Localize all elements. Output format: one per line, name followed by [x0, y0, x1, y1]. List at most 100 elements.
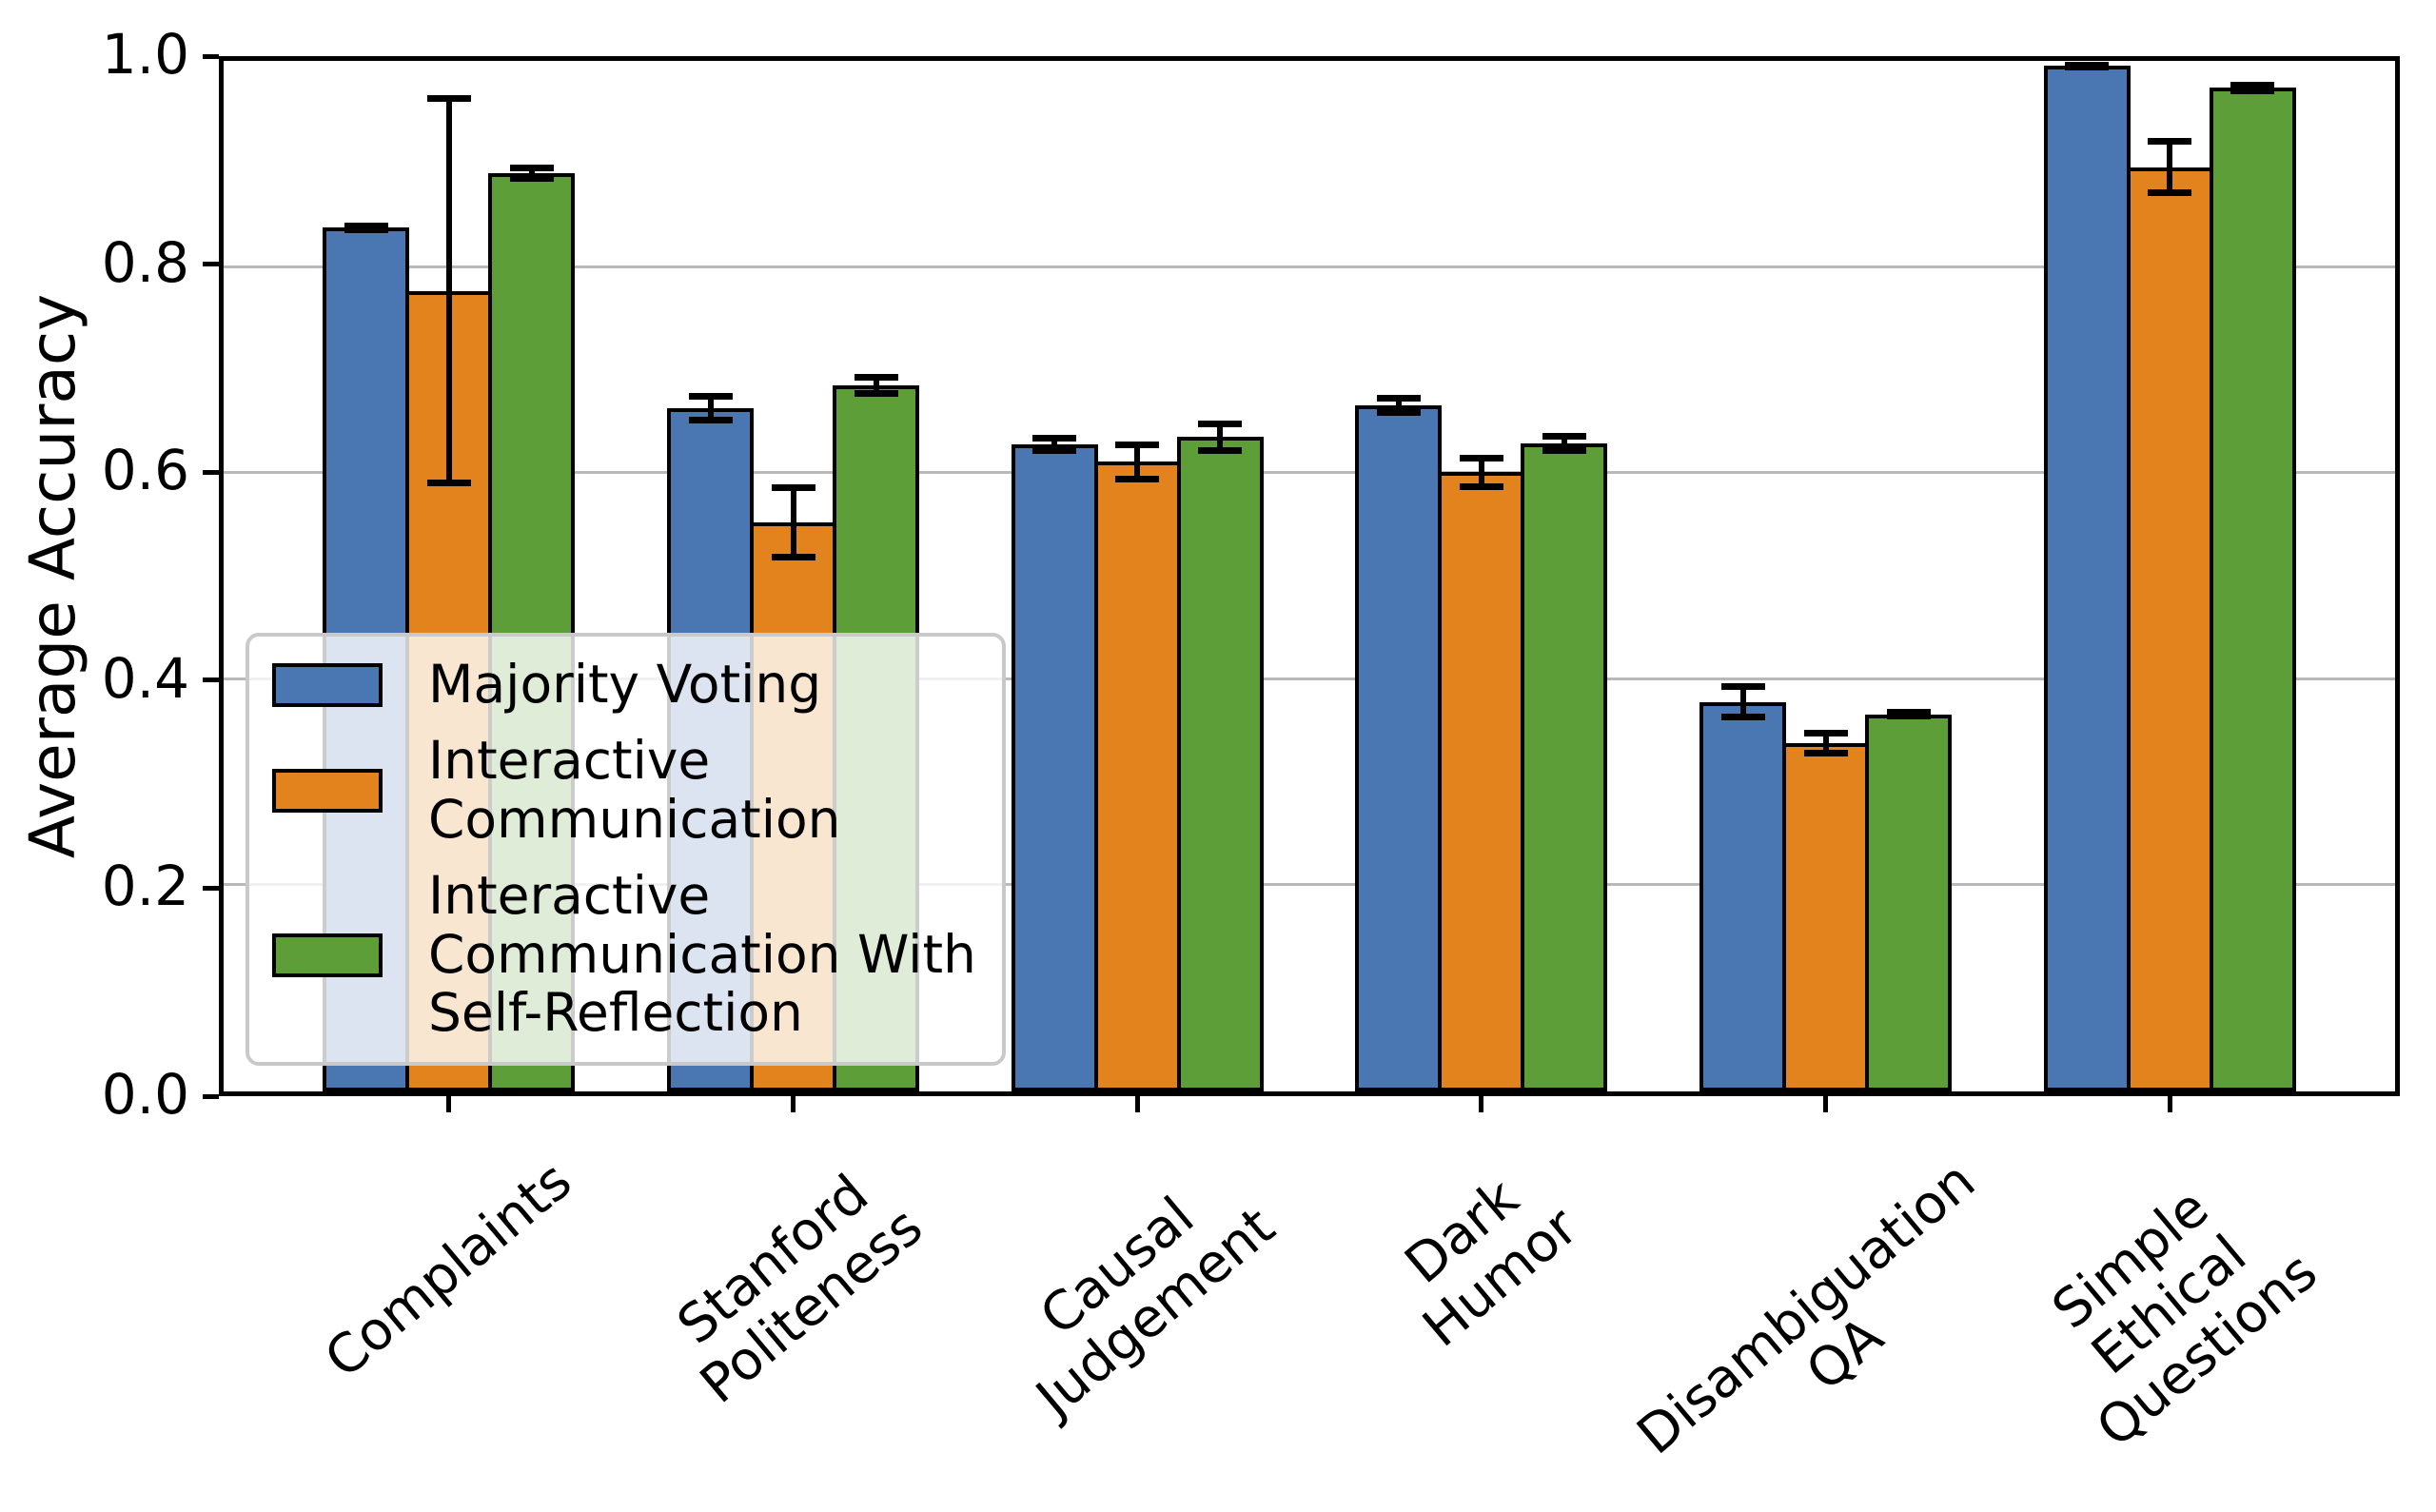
error-bar-part	[790, 484, 796, 561]
bar-group-3	[965, 61, 1309, 1091]
error-bar-part	[1198, 420, 1243, 427]
error-bar-part	[1115, 441, 1160, 448]
error-bar-part	[2065, 63, 2110, 70]
y-tick-label-0.8: 0.8	[101, 229, 189, 295]
error-bar-series3-cat6	[2230, 81, 2275, 94]
bar-chart-figure: Average Accuracy Majority Voting Interact…	[8, 22, 2400, 1467]
error-bar-part	[1115, 475, 1160, 482]
legend-entry-2: Interactive Communication	[272, 730, 979, 850]
x-tick-mark-5	[1823, 1096, 1828, 1112]
bar-series1-cat6	[2043, 62, 2131, 1091]
error-bar-part	[1032, 435, 1077, 442]
error-bar-series1-cat4	[1376, 394, 1421, 416]
legend-swatch-2	[272, 768, 383, 813]
error-bar-series1-cat3	[1032, 435, 1077, 454]
error-bar-series2-cat4	[1459, 454, 1503, 490]
bar-series2-cat6	[2126, 138, 2213, 1091]
error-bar-part	[426, 94, 471, 102]
error-bar-series1-cat1	[344, 223, 388, 233]
error-bar-part	[1051, 435, 1058, 454]
x-tick-mark-6	[2167, 1096, 2172, 1112]
x-tick-label-6: Simple Ethical Questions	[2040, 1176, 2329, 1461]
error-bar-part	[771, 484, 815, 492]
error-bar-part	[688, 417, 733, 424]
y-tick-label-0.6: 0.6	[101, 438, 189, 503]
bar-series2-cat3	[1093, 441, 1181, 1091]
error-bar-series2-cat1	[426, 94, 471, 487]
error-bar-part	[854, 390, 898, 398]
legend-entry-3: Interactive Communication With Self-Refl…	[272, 865, 979, 1044]
error-bar-series3-cat3	[1198, 420, 1243, 454]
y-tick-label-0.0: 0.0	[101, 1062, 189, 1127]
y-axis-label-container: Average Accuracy	[8, 56, 99, 1096]
bar-group-4	[1309, 61, 1654, 1091]
error-bar-part	[2148, 188, 2192, 196]
error-bar-part	[1376, 394, 1421, 402]
error-bar-part	[854, 374, 898, 382]
x-tick-label-1: Complaints	[313, 1149, 583, 1391]
error-bar-series2-cat5	[1803, 729, 1848, 757]
error-bar-part	[344, 226, 388, 233]
error-bar-part	[1478, 454, 1484, 490]
error-bar-part	[1739, 683, 1746, 721]
bar-series3-cat4	[1521, 432, 1608, 1091]
bar-series1-cat5	[1699, 683, 1787, 1091]
error-bar-part	[1720, 683, 1765, 691]
bar-group-6	[1997, 61, 2342, 1091]
error-bar-part	[1134, 441, 1141, 482]
legend-label-3: Interactive Communication With Self-Refl…	[428, 865, 976, 1044]
gridline-y-0.6	[224, 471, 2395, 475]
y-tick-mark-0.4	[203, 677, 219, 683]
error-bar-part	[1561, 432, 1567, 454]
error-bar-part	[1198, 446, 1243, 454]
error-bar-part	[1395, 394, 1402, 416]
y-tick-label-1.0: 1.0	[101, 22, 189, 87]
error-bar-part	[426, 480, 471, 487]
error-bar-part	[2167, 138, 2173, 196]
bar-series1-cat3	[1011, 435, 1098, 1091]
error-bar-part	[1459, 482, 1503, 490]
error-bar-part	[1542, 432, 1586, 440]
x-tick-label-3: Causal Judgement	[1025, 1185, 1287, 1429]
error-bar-part	[1459, 454, 1503, 461]
error-bar-series2-cat2	[771, 484, 815, 561]
legend-swatch-3	[272, 933, 383, 977]
error-bar-series3-cat1	[509, 165, 554, 182]
error-bar-part	[771, 554, 815, 561]
x-tick-label-5: Disambiguation QA	[1625, 1149, 1987, 1467]
error-bar-part	[1032, 446, 1077, 454]
gridline-y-0.4	[224, 677, 2395, 680]
error-bar-part	[1376, 408, 1421, 416]
error-bar-part	[1886, 709, 1931, 717]
error-bar-series1-cat6	[2065, 62, 2110, 70]
y-tick-mark-1.0	[203, 53, 219, 59]
legend-label-1: Majority Voting	[428, 654, 822, 715]
gridline-y-0.8	[224, 265, 2395, 268]
error-bar-part	[1217, 420, 1224, 454]
x-tick-mark-2	[791, 1096, 796, 1112]
legend-entry-1: Majority Voting	[272, 654, 979, 715]
error-bar-part	[1822, 729, 1829, 757]
error-bar-part	[528, 165, 535, 182]
bar-series3-cat3	[1176, 420, 1264, 1091]
x-tick-label-4: Dark Humor	[1393, 1167, 1590, 1360]
y-tick-label-0.2: 0.2	[101, 854, 189, 919]
x-tick-label-2: Stanford Politeness	[666, 1163, 934, 1416]
x-tick-mark-4	[1479, 1096, 1484, 1112]
bar-series3-cat6	[2209, 81, 2296, 1091]
error-bar-part	[445, 94, 452, 487]
error-bar-part	[509, 174, 554, 182]
error-bar-part	[2230, 81, 2275, 88]
error-bar-part	[344, 223, 388, 230]
legend: Majority Voting Interactive Communication…	[246, 633, 1006, 1066]
error-bar-series3-cat2	[854, 374, 898, 398]
error-bar-part	[1720, 714, 1765, 721]
legend-label-2: Interactive Communication	[428, 730, 841, 850]
y-tick-mark-0.6	[203, 469, 219, 475]
error-bar-series1-cat2	[688, 392, 733, 424]
y-tick-label-0.4: 0.4	[101, 645, 189, 711]
error-bar-series1-cat5	[1720, 683, 1765, 721]
y-tick-mark-0.0	[203, 1093, 219, 1099]
bar-series3-cat5	[1865, 709, 1953, 1091]
error-bar-part	[1542, 446, 1586, 454]
